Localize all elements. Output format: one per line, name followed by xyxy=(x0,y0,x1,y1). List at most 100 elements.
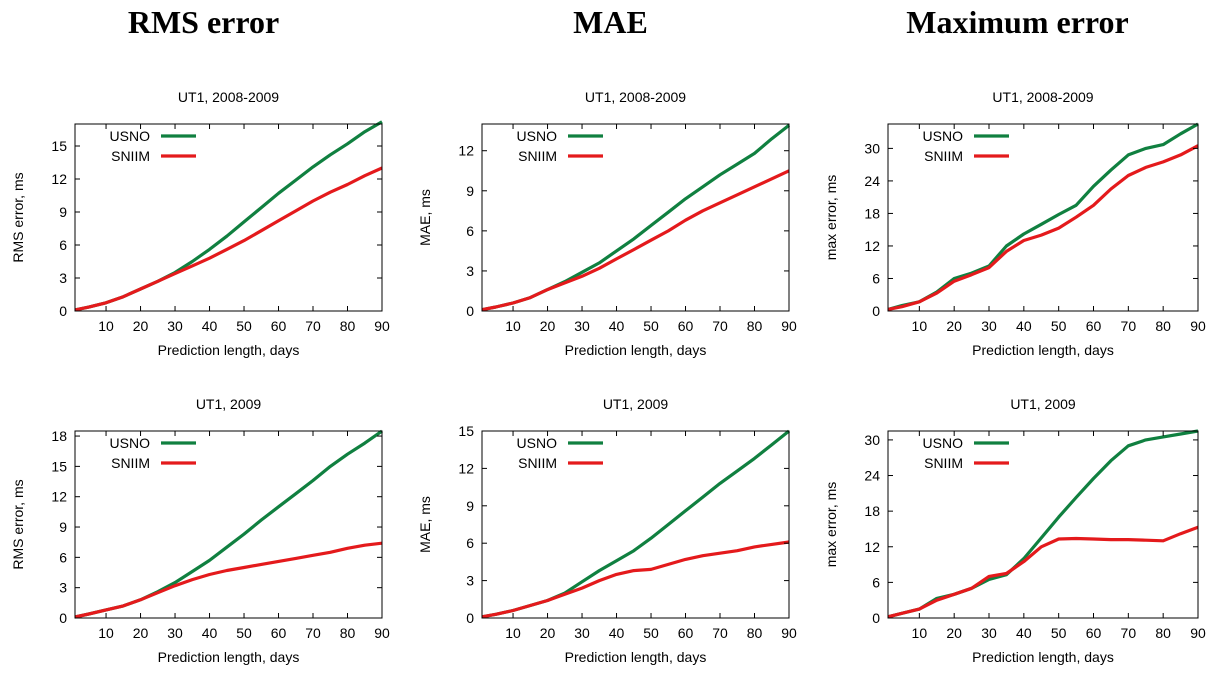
x-tick-label: 60 xyxy=(1086,318,1102,334)
y-tick-label: 3 xyxy=(466,263,474,279)
x-tick-label: 20 xyxy=(946,318,962,334)
x-tick-label: 90 xyxy=(374,625,390,641)
x-tick-label: 90 xyxy=(374,318,390,334)
legend-label-usno: USNO xyxy=(110,435,151,451)
x-tick-label: 60 xyxy=(678,625,694,641)
series-line-usno xyxy=(887,429,1199,619)
x-tick-label: 10 xyxy=(98,625,114,641)
x-tick-label: 20 xyxy=(946,625,962,641)
legend-label-usno: USNO xyxy=(517,435,558,451)
x-tick-label: 70 xyxy=(1121,625,1137,641)
y-tick-label: 3 xyxy=(466,573,474,589)
x-tick-label: 40 xyxy=(1016,625,1032,641)
x-tick-label: 10 xyxy=(912,625,928,641)
y-tick-label: 0 xyxy=(872,610,880,626)
x-tick-label: 60 xyxy=(678,318,694,334)
y-tick-label: 24 xyxy=(864,468,880,484)
legend-label-usno: USNO xyxy=(923,128,964,144)
y-tick-label: 9 xyxy=(466,498,474,514)
y-tick-label: 6 xyxy=(59,237,67,253)
x-tick-label: 80 xyxy=(1155,318,1171,334)
x-axis-label: Prediction length, days xyxy=(158,342,300,358)
y-tick-label: 3 xyxy=(59,580,67,596)
chart-panel-4: UT1, 2009 10 20 30 40 50 60 70 80 90 0 3 6 9 12 15 18 Pre… xyxy=(10,396,390,665)
chart-panel-5: UT1, 2009 10 20 30 40 50 60 70 80 90 0 3 6 9 12 15 Predi… xyxy=(417,396,797,665)
x-tick-label: 40 xyxy=(609,318,625,334)
y-tick-label: 6 xyxy=(872,574,880,590)
y-tick-label: 12 xyxy=(864,238,880,254)
column-title-max: Maximum error xyxy=(906,4,1129,40)
x-tick-label: 40 xyxy=(202,625,218,641)
x-tick-label: 90 xyxy=(781,625,797,641)
chart-title: UT1, 2008-2009 xyxy=(992,89,1093,105)
y-tick-label: 18 xyxy=(864,205,880,221)
x-tick-label: 60 xyxy=(271,318,287,334)
x-tick-label: 10 xyxy=(505,625,521,641)
x-axis-label: Prediction length, days xyxy=(972,649,1114,665)
plot-frame xyxy=(481,430,790,619)
legend-label-sniim: SNIIM xyxy=(924,455,963,471)
y-tick-label: 3 xyxy=(59,270,67,286)
plot-frame xyxy=(887,123,1199,312)
chart-title: UT1, 2009 xyxy=(603,396,669,412)
x-tick-label: 10 xyxy=(912,318,928,334)
chart-panel-6: UT1, 2009 10 20 30 40 50 60 70 80 90 0 6 12 18 24 30 Pre… xyxy=(823,396,1206,665)
column-title-rms: RMS error xyxy=(127,4,280,40)
x-tick-label: 90 xyxy=(781,318,797,334)
y-tick-label: 0 xyxy=(872,303,880,319)
y-tick-label: 9 xyxy=(59,204,67,220)
x-tick-label: 60 xyxy=(1086,625,1102,641)
x-tick-label: 50 xyxy=(236,625,252,641)
y-axis-label: max error, ms xyxy=(823,482,839,568)
x-tick-label: 30 xyxy=(981,318,997,334)
legend-label-sniim: SNIIM xyxy=(111,148,150,164)
x-tick-label: 70 xyxy=(712,625,728,641)
legend-label-usno: USNO xyxy=(110,128,151,144)
y-tick-label: 9 xyxy=(59,519,67,535)
x-tick-label: 50 xyxy=(236,318,252,334)
y-tick-label: 0 xyxy=(59,610,67,626)
legend-label-usno: USNO xyxy=(923,435,964,451)
chart-panel-2: UT1, 2008-2009 10 20 30 40 50 60 70 80 90 0 3 6 9 12 Pr… xyxy=(417,89,797,358)
x-tick-label: 90 xyxy=(1190,318,1206,334)
y-tick-label: 12 xyxy=(51,171,67,187)
y-tick-label: 30 xyxy=(864,432,880,448)
series-line-sniim xyxy=(481,540,790,619)
x-tick-label: 70 xyxy=(305,318,321,334)
x-tick-label: 10 xyxy=(505,318,521,334)
x-tick-label: 20 xyxy=(540,625,556,641)
chart-panel-1: UT1, 2008-2009 10 20 30 40 50 60 70 80 90 0 3 6 9 12 15… xyxy=(10,89,390,358)
series-line-sniim xyxy=(74,541,383,619)
x-axis-label: Prediction length, days xyxy=(972,342,1114,358)
y-tick-label: 18 xyxy=(864,503,880,519)
x-tick-label: 80 xyxy=(747,318,763,334)
series-line-sniim xyxy=(74,166,383,312)
x-tick-label: 60 xyxy=(271,625,287,641)
x-tick-label: 40 xyxy=(202,318,218,334)
x-tick-label: 30 xyxy=(167,318,183,334)
series-line-sniim xyxy=(481,169,790,312)
x-tick-label: 70 xyxy=(305,625,321,641)
y-tick-label: 15 xyxy=(458,423,474,439)
x-tick-label: 70 xyxy=(712,318,728,334)
plot-frame xyxy=(74,430,383,619)
y-tick-label: 0 xyxy=(59,303,67,319)
y-tick-label: 30 xyxy=(864,140,880,156)
chart-panel-3: UT1, 2008-2009 10 20 30 40 50 60 70 80 90 0 6 12 18 24… xyxy=(823,89,1206,358)
plot-frame xyxy=(74,123,383,312)
x-tick-label: 50 xyxy=(1051,625,1067,641)
x-tick-label: 20 xyxy=(133,625,149,641)
x-tick-label: 50 xyxy=(643,318,659,334)
y-axis-label: MAE, ms xyxy=(417,496,433,553)
x-tick-label: 30 xyxy=(574,318,590,334)
y-tick-label: 6 xyxy=(466,223,474,239)
plot-frame xyxy=(481,123,790,312)
x-tick-label: 70 xyxy=(1121,318,1137,334)
y-tick-label: 15 xyxy=(51,138,67,154)
x-tick-label: 30 xyxy=(574,625,590,641)
y-axis-label: RMS error, ms xyxy=(10,479,26,569)
x-tick-label: 80 xyxy=(747,625,763,641)
y-tick-label: 24 xyxy=(864,173,880,189)
x-tick-label: 40 xyxy=(1016,318,1032,334)
